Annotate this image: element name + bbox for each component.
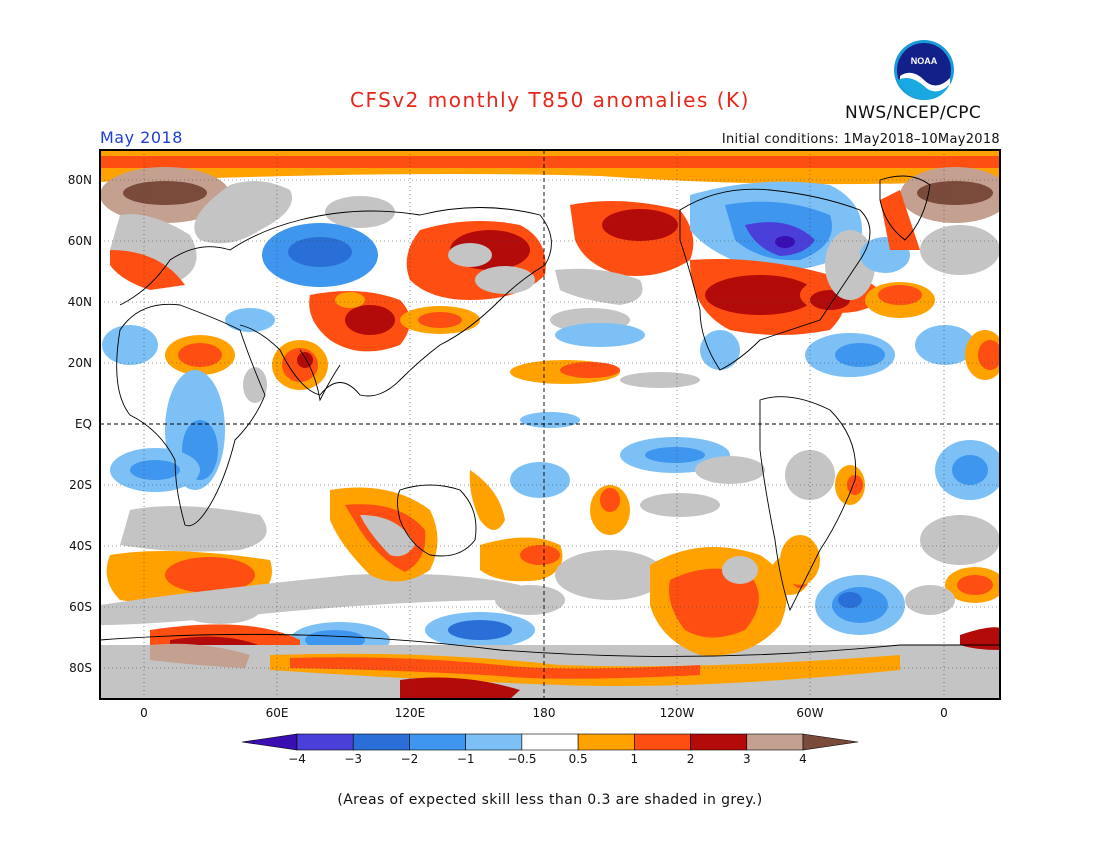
- coastlines: [100, 175, 1000, 657]
- colorbar: −4 −3 −2 −1 −0.5 0.5 1 2 3 4: [241, 733, 859, 766]
- colorbar-label: 0.5: [569, 752, 588, 766]
- lat-label: 80N: [68, 173, 92, 187]
- lat-label: 60N: [68, 234, 92, 248]
- colorbar-swatch: [352, 733, 410, 751]
- lat-label: 60S: [69, 600, 92, 614]
- lat-label: 20S: [69, 478, 92, 492]
- colorbar-label: −0.5: [507, 752, 536, 766]
- colorbar-swatch: [802, 733, 859, 751]
- lon-label: 0: [140, 706, 148, 720]
- longitude-axis: 0 60E 120E 180 120W 60W 0: [140, 706, 948, 720]
- lat-label: EQ: [75, 417, 92, 431]
- lon-label: 0: [940, 706, 948, 720]
- lon-label: 180: [533, 706, 556, 720]
- forecast-month: May 2018: [100, 128, 183, 147]
- anomaly-field: [100, 150, 1000, 699]
- colorbar-label: −2: [401, 752, 419, 766]
- colorbar-swatch: [690, 733, 748, 751]
- colorbar-label: −1: [457, 752, 475, 766]
- colorbar-swatch: [241, 733, 298, 751]
- lon-label: 60W: [796, 706, 823, 720]
- colorbar-swatch: [746, 733, 804, 751]
- colorbar-label: 2: [687, 752, 695, 766]
- noaa-logo: NOAA: [892, 38, 956, 106]
- agency-label: NWS/NCEP/CPC: [845, 103, 982, 123]
- colorbar-label: 3: [743, 752, 751, 766]
- colorbar-swatch: [634, 733, 691, 751]
- colorbar-label: −4: [288, 752, 306, 766]
- colorbar-swatch: [521, 733, 579, 751]
- colorbar-label: 4: [799, 752, 807, 766]
- lon-label: 120E: [395, 706, 426, 720]
- colorbar-label: 1: [631, 752, 639, 766]
- footnote: (Areas of expected skill less than 0.3 a…: [337, 792, 763, 808]
- colorbar-swatch: [577, 733, 635, 751]
- lat-label: 40N: [68, 295, 92, 309]
- lat-label: 40S: [69, 539, 92, 553]
- lon-label: 120W: [660, 706, 695, 720]
- map-frame: [99, 149, 1001, 700]
- colorbar-swatch: [296, 733, 354, 751]
- colorbar-swatch: [465, 733, 523, 751]
- lat-label: 20N: [68, 356, 92, 370]
- lat-label: 80S: [69, 661, 92, 675]
- colorbar-label: −3: [344, 752, 362, 766]
- logo-text: NOAA: [911, 56, 938, 66]
- latitude-axis: 80N 60N 40N 20N EQ 20S 40S 60S 80S: [68, 173, 92, 675]
- initial-conditions: Initial conditions: 1May2018–10May2018: [721, 132, 1000, 147]
- colorbar-swatch: [409, 733, 466, 751]
- lon-label: 60E: [266, 706, 289, 720]
- page-title: CFSv2 monthly T850 anomalies (K): [350, 88, 750, 112]
